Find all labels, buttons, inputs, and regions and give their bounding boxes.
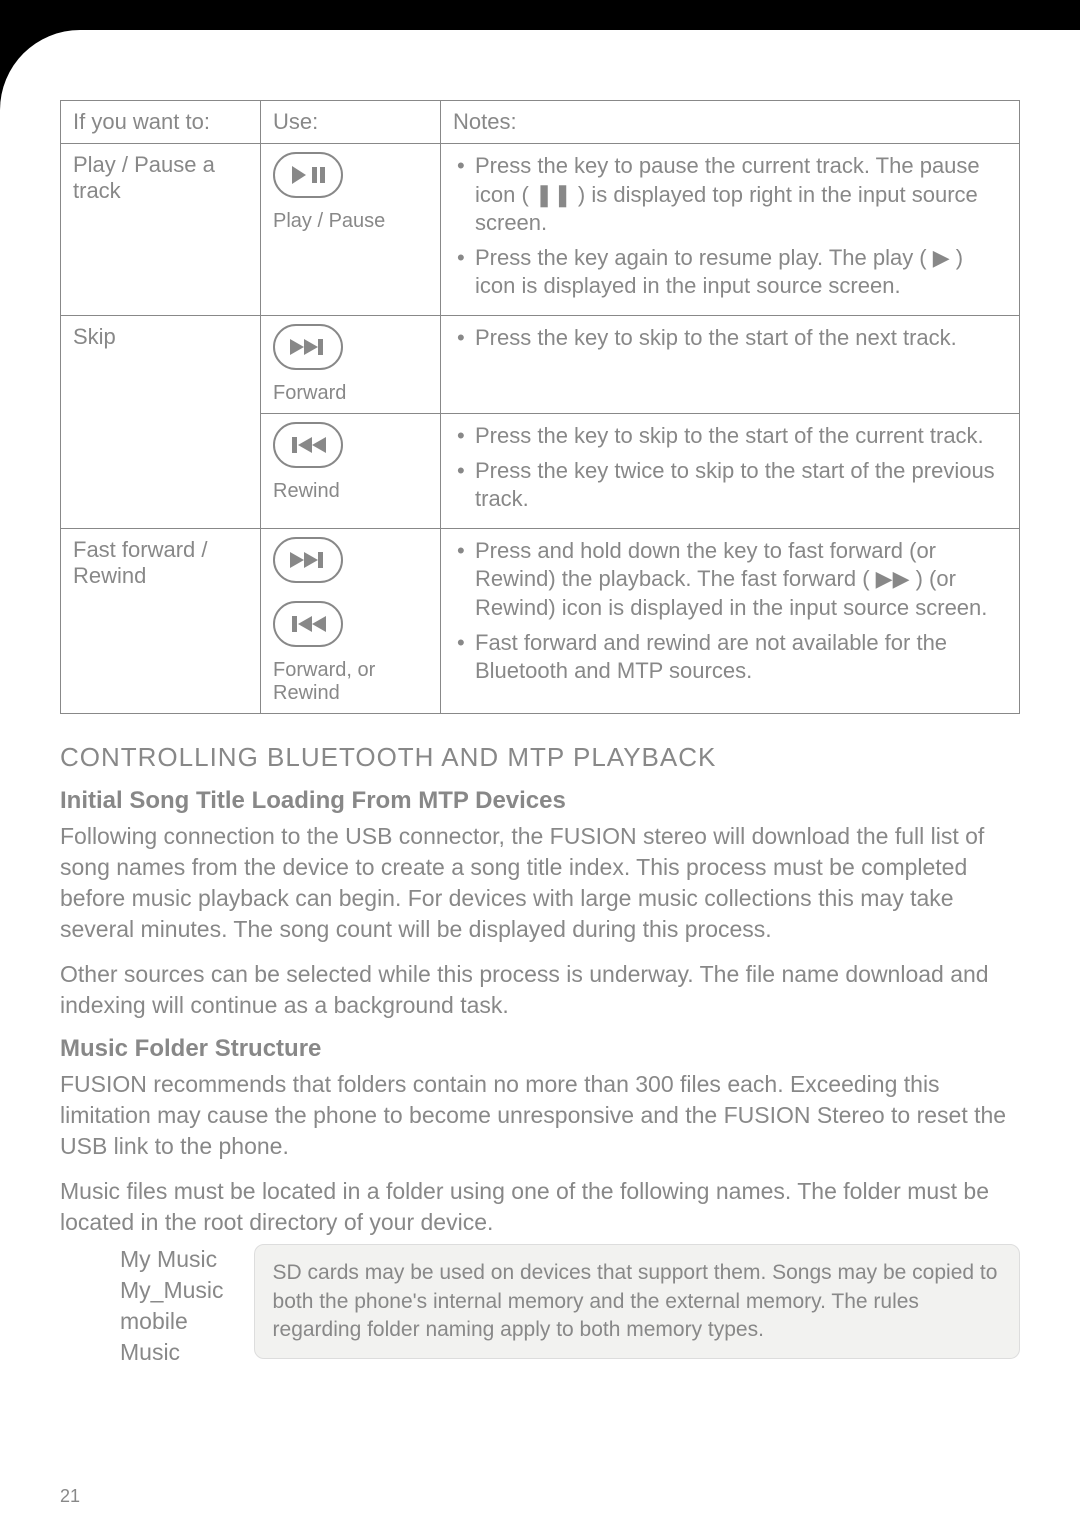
forward-icon xyxy=(273,324,343,370)
body-text: Other sources can be selected while this… xyxy=(60,959,1020,1021)
notes-cell: Press the key to skip to the start of th… xyxy=(441,413,1020,528)
use-label: Rewind xyxy=(273,480,428,503)
note-box: SD cards may be used on devices that sup… xyxy=(254,1244,1020,1359)
header-use: Use: xyxy=(261,101,441,144)
use-label: Play / Pause xyxy=(273,210,428,233)
controls-table: If you want to: Use: Notes: Play / Pause… xyxy=(60,100,1020,714)
note-item: Press the key to skip to the start of th… xyxy=(453,324,1007,353)
play-pause-icon xyxy=(273,152,343,198)
use-label: Forward, or Rewind xyxy=(273,659,428,705)
folder-list: My Music My_Music mobile Music xyxy=(60,1244,224,1368)
note-item: Fast forward and rewind are not availabl… xyxy=(453,629,1007,686)
notes-cell: Press the key to pause the current track… xyxy=(441,144,1020,316)
notes-cell: Press and hold down the key to fast forw… xyxy=(441,528,1020,713)
want-cell: Skip xyxy=(61,315,261,528)
page-number: 21 xyxy=(60,1486,80,1507)
rewind-icon xyxy=(273,422,343,468)
notes-cell: Press the key to skip to the start of th… xyxy=(441,315,1020,413)
note-item: Press the key twice to skip to the start… xyxy=(453,457,1007,514)
folder-item: My_Music xyxy=(120,1275,224,1306)
forward-icon xyxy=(273,537,343,583)
note-item: Press the key to pause the current track… xyxy=(453,152,1007,238)
use-cell: Play / Pause xyxy=(261,144,441,316)
want-cell: Fast forward / Rewind xyxy=(61,528,261,713)
section-heading: CONTROLLING BLUETOOTH AND MTP PLAYBACK xyxy=(60,742,1020,773)
body-text: FUSION recommends that folders contain n… xyxy=(60,1069,1020,1162)
body-text: Music files must be located in a folder … xyxy=(60,1176,1020,1238)
use-cell: Rewind xyxy=(261,413,441,528)
note-item: Press and hold down the key to fast forw… xyxy=(453,537,1007,623)
header-want: If you want to: xyxy=(61,101,261,144)
folder-row: My Music My_Music mobile Music SD cards … xyxy=(60,1244,1020,1368)
sub-heading-2: Music Folder Structure xyxy=(60,1035,1020,1063)
folder-item: My Music xyxy=(120,1244,224,1275)
rewind-icon xyxy=(273,601,343,647)
table-row: Play / Pause a track Play / Pause Press … xyxy=(61,144,1020,316)
note-item: Press the key to skip to the start of th… xyxy=(453,422,1007,451)
folder-item: Music xyxy=(120,1337,224,1368)
use-cell: Forward, or Rewind xyxy=(261,528,441,713)
use-label: Forward xyxy=(273,382,428,405)
sub-heading-1: Initial Song Title Loading From MTP Devi… xyxy=(60,787,1020,815)
table-row: Skip Forward Press the key to skip to th… xyxy=(61,315,1020,413)
header-notes: Notes: xyxy=(441,101,1020,144)
body-text: Following connection to the USB connecto… xyxy=(60,821,1020,945)
want-cell: Play / Pause a track xyxy=(61,144,261,316)
use-cell: Forward xyxy=(261,315,441,413)
table-row: Fast forward / Rewind Forward, or Rewind… xyxy=(61,528,1020,713)
folder-item: mobile xyxy=(120,1306,224,1337)
note-item: Press the key again to resume play. The … xyxy=(453,244,1007,301)
